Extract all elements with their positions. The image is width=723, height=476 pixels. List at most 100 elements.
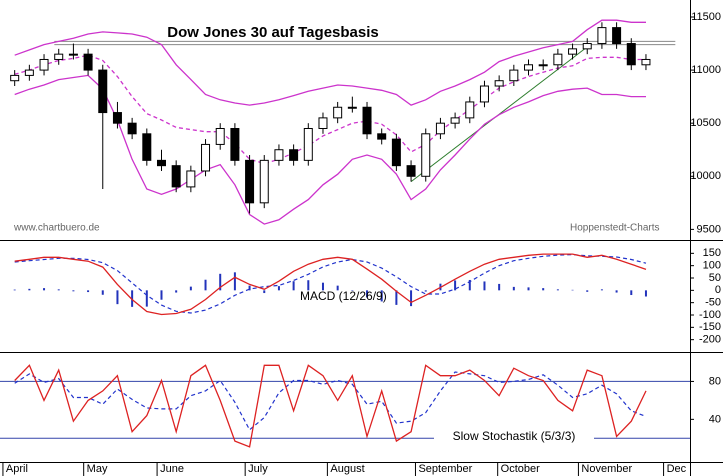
candle-body	[245, 159, 255, 204]
histogram-bar	[556, 289, 559, 291]
y-tick-label: 100	[703, 260, 721, 272]
candle-body	[582, 43, 592, 50]
x-tick-label: August	[330, 463, 364, 475]
candle-body	[215, 127, 225, 145]
histogram-bar	[145, 290, 148, 307]
candle-body	[24, 69, 34, 76]
histogram-bar	[116, 290, 119, 305]
histogram-bar	[600, 289, 603, 291]
candle-body	[259, 159, 269, 204]
histogram-bar	[542, 288, 545, 291]
candle-body	[303, 127, 313, 161]
histogram-bar	[395, 290, 398, 305]
histogram-bar	[512, 286, 515, 291]
histogram-bar	[351, 290, 354, 291]
x-tick-label: September	[418, 463, 472, 475]
histogram-bar	[233, 272, 236, 291]
x-tick-label: July	[248, 463, 268, 475]
histogram-bar	[248, 285, 251, 291]
candle-body	[597, 27, 607, 45]
candle-body	[435, 122, 445, 135]
candle-body	[377, 133, 387, 140]
candle-body	[289, 149, 299, 161]
candle-body	[450, 117, 460, 124]
histogram-bar	[43, 288, 46, 291]
histogram-bar	[644, 290, 647, 297]
histogram-bar	[483, 281, 486, 291]
candle-body	[274, 149, 284, 161]
candle-body	[362, 106, 372, 135]
histogram-bar	[307, 280, 310, 291]
histogram-bar	[292, 281, 295, 291]
y-tick-label: -50	[705, 297, 721, 309]
candle-body	[612, 27, 622, 45]
y-tick-label: 80	[709, 375, 721, 387]
histogram-bar	[219, 273, 222, 291]
candle-body	[509, 69, 519, 82]
histogram-bar	[498, 283, 501, 291]
y-tick-label: -150	[699, 321, 721, 333]
panel-label: MACD (12/26/9)	[300, 289, 387, 303]
candle-body	[568, 48, 578, 55]
candle-body	[68, 53, 78, 56]
k-line	[14, 364, 647, 448]
histogram-bar	[263, 290, 266, 294]
histogram-bar	[586, 290, 589, 292]
histogram-bar	[527, 287, 530, 291]
histogram-bar	[13, 289, 16, 291]
candle-body	[465, 101, 475, 119]
candle-body	[54, 53, 64, 60]
candle-body	[186, 170, 196, 188]
histogram-bar	[87, 290, 90, 293]
candle-body	[553, 53, 563, 66]
y-tick-label: 0	[715, 284, 721, 296]
y-tick-label: 11000	[691, 64, 721, 76]
candle-body	[318, 117, 328, 129]
y-tick-label: -200	[699, 334, 721, 346]
y-tick-label: 50	[709, 272, 721, 284]
x-tick-label: April	[6, 463, 28, 475]
candle-body	[641, 58, 651, 66]
candle-body	[112, 112, 122, 124]
histogram-bar	[28, 288, 31, 291]
bollinger-band	[14, 74, 646, 225]
x-tick-label: October	[501, 463, 540, 475]
histogram-bar	[410, 290, 413, 307]
candle-body	[171, 165, 181, 188]
histogram-bar	[175, 290, 178, 293]
chart-title: Dow Jones 30 auf Tagesbasis	[167, 24, 378, 41]
histogram-bar	[321, 282, 324, 291]
candle-body	[127, 122, 137, 135]
trend-line	[410, 44, 591, 182]
y-tick-label: 11500	[691, 11, 721, 23]
histogram-bar	[468, 279, 471, 291]
histogram-bar	[630, 290, 633, 296]
histogram-bar	[380, 290, 383, 302]
histogram-bar	[615, 290, 618, 293]
source: www.chartbuero.de	[13, 223, 100, 234]
candle-body	[626, 43, 636, 66]
y-tick-label: 10500	[690, 117, 721, 129]
y-tick-label: -100	[699, 309, 721, 321]
candle-body	[391, 138, 401, 167]
x-tick-label: May	[87, 463, 108, 475]
histogram-bar	[454, 280, 457, 291]
panel-label: Slow Stochastik (5/3/3)	[453, 429, 576, 443]
x-tick-label: June	[160, 463, 184, 475]
candle-body	[39, 58, 49, 71]
candle-body	[10, 74, 20, 82]
candle-body	[538, 64, 548, 67]
y-tick-label: 40	[709, 413, 721, 425]
signal-line	[14, 253, 647, 314]
histogram-bar	[277, 286, 280, 291]
histogram-bar	[101, 290, 104, 295]
candle-body	[83, 53, 93, 71]
histogram-bar	[57, 289, 60, 291]
histogram-bar	[72, 290, 75, 292]
candle-body	[142, 133, 152, 161]
x-tick-label: Dec	[667, 463, 687, 475]
histogram-bar	[366, 290, 369, 298]
